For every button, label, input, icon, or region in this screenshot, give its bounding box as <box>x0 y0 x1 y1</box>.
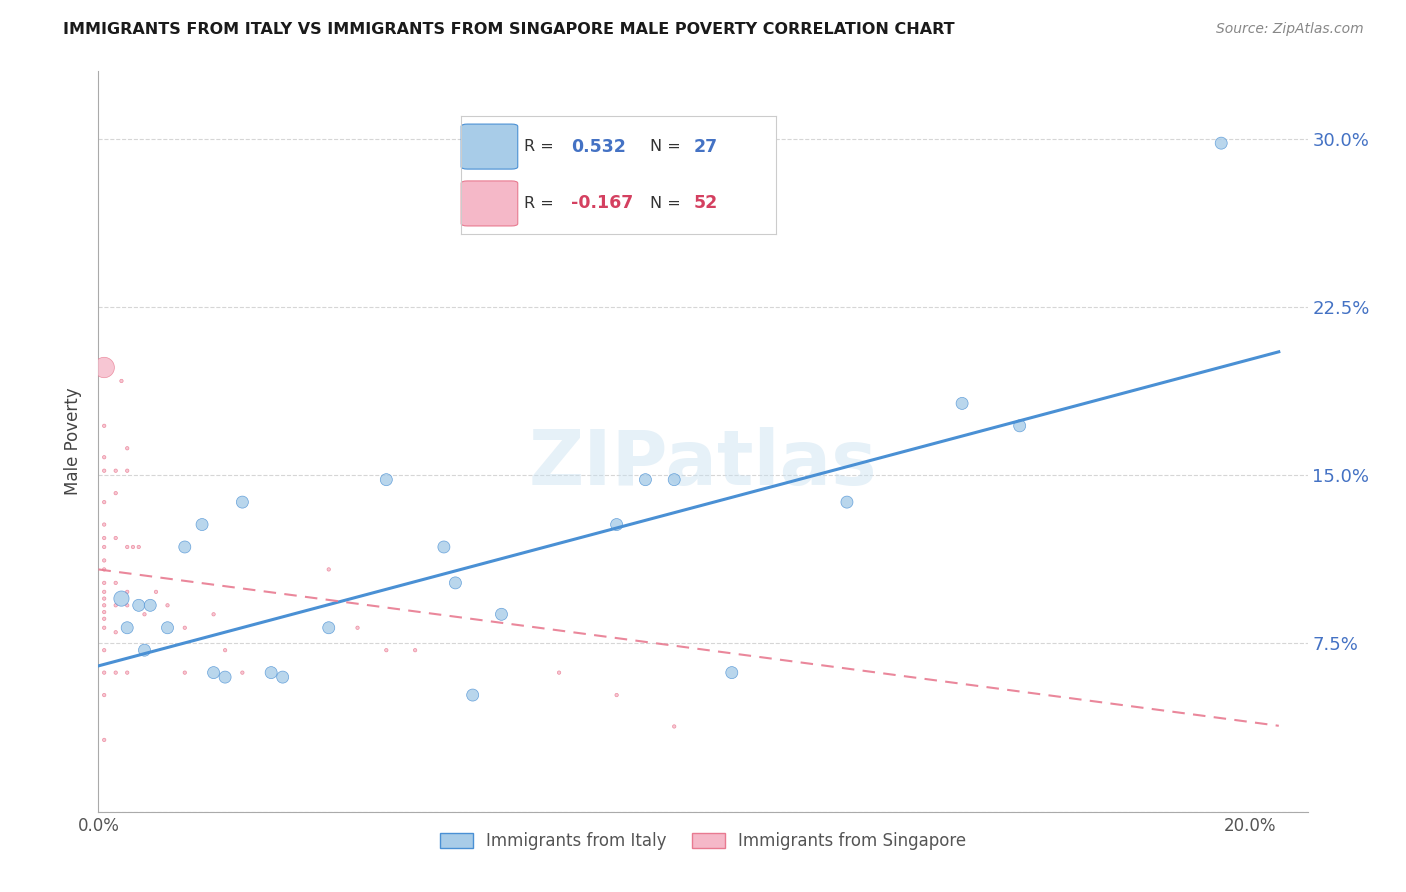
Point <box>231 665 253 680</box>
Point <box>433 540 456 554</box>
Point <box>1211 136 1233 150</box>
Point <box>104 599 127 613</box>
Point <box>104 531 127 545</box>
Point <box>173 621 195 635</box>
Point <box>318 562 340 576</box>
Point <box>835 495 858 509</box>
Y-axis label: Male Poverty: Male Poverty <box>65 388 83 495</box>
Point <box>134 643 156 657</box>
Point <box>375 643 398 657</box>
Point <box>128 599 150 613</box>
Point <box>139 599 162 613</box>
Point <box>664 719 686 733</box>
Point <box>104 625 127 640</box>
Point <box>115 599 138 613</box>
Point <box>93 612 115 626</box>
Point <box>115 585 138 599</box>
Point <box>93 575 115 590</box>
Point <box>93 585 115 599</box>
Point <box>93 464 115 478</box>
Point <box>93 562 115 576</box>
Point <box>93 531 115 545</box>
Point <box>461 688 484 702</box>
Point <box>491 607 513 622</box>
Point <box>93 688 115 702</box>
Point <box>191 517 214 532</box>
Point <box>115 665 138 680</box>
Point <box>93 605 115 619</box>
Point <box>271 670 294 684</box>
Point <box>93 599 115 613</box>
Point <box>110 374 132 388</box>
Point <box>1008 418 1031 433</box>
Text: ZIPatlas: ZIPatlas <box>529 426 877 500</box>
Point <box>115 540 138 554</box>
Point <box>93 495 115 509</box>
Point <box>110 591 132 606</box>
Point <box>104 575 127 590</box>
Point <box>93 643 115 657</box>
Point <box>115 621 138 635</box>
Point <box>115 464 138 478</box>
Point <box>93 733 115 747</box>
Point <box>93 591 115 606</box>
Point <box>104 464 127 478</box>
Point <box>156 621 179 635</box>
Point <box>93 665 115 680</box>
Point <box>145 585 167 599</box>
Point <box>104 665 127 680</box>
Point <box>128 540 150 554</box>
Text: Source: ZipAtlas.com: Source: ZipAtlas.com <box>1216 22 1364 37</box>
Legend: Immigrants from Italy, Immigrants from Singapore: Immigrants from Italy, Immigrants from S… <box>433 825 973 856</box>
Point <box>173 665 195 680</box>
Point <box>156 599 179 613</box>
Point <box>950 396 973 410</box>
Point <box>134 607 156 622</box>
Point <box>606 688 628 702</box>
Point <box>231 495 253 509</box>
Point <box>93 553 115 567</box>
Point <box>444 575 467 590</box>
Point <box>93 450 115 465</box>
Point <box>606 517 628 532</box>
Point <box>93 360 115 375</box>
Point <box>346 621 368 635</box>
Point <box>664 473 686 487</box>
Point <box>202 607 225 622</box>
Point <box>318 621 340 635</box>
Point <box>260 665 283 680</box>
Point <box>634 473 657 487</box>
Point <box>122 540 145 554</box>
Point <box>93 517 115 532</box>
Point <box>104 486 127 500</box>
Point <box>93 540 115 554</box>
Point <box>115 442 138 456</box>
Point <box>404 643 426 657</box>
Point <box>375 473 398 487</box>
Point <box>214 670 236 684</box>
Point <box>214 643 236 657</box>
Point <box>173 540 195 554</box>
Text: IMMIGRANTS FROM ITALY VS IMMIGRANTS FROM SINGAPORE MALE POVERTY CORRELATION CHAR: IMMIGRANTS FROM ITALY VS IMMIGRANTS FROM… <box>63 22 955 37</box>
Point <box>720 665 742 680</box>
Point <box>93 418 115 433</box>
Point <box>548 665 571 680</box>
Point <box>93 621 115 635</box>
Point <box>202 665 225 680</box>
